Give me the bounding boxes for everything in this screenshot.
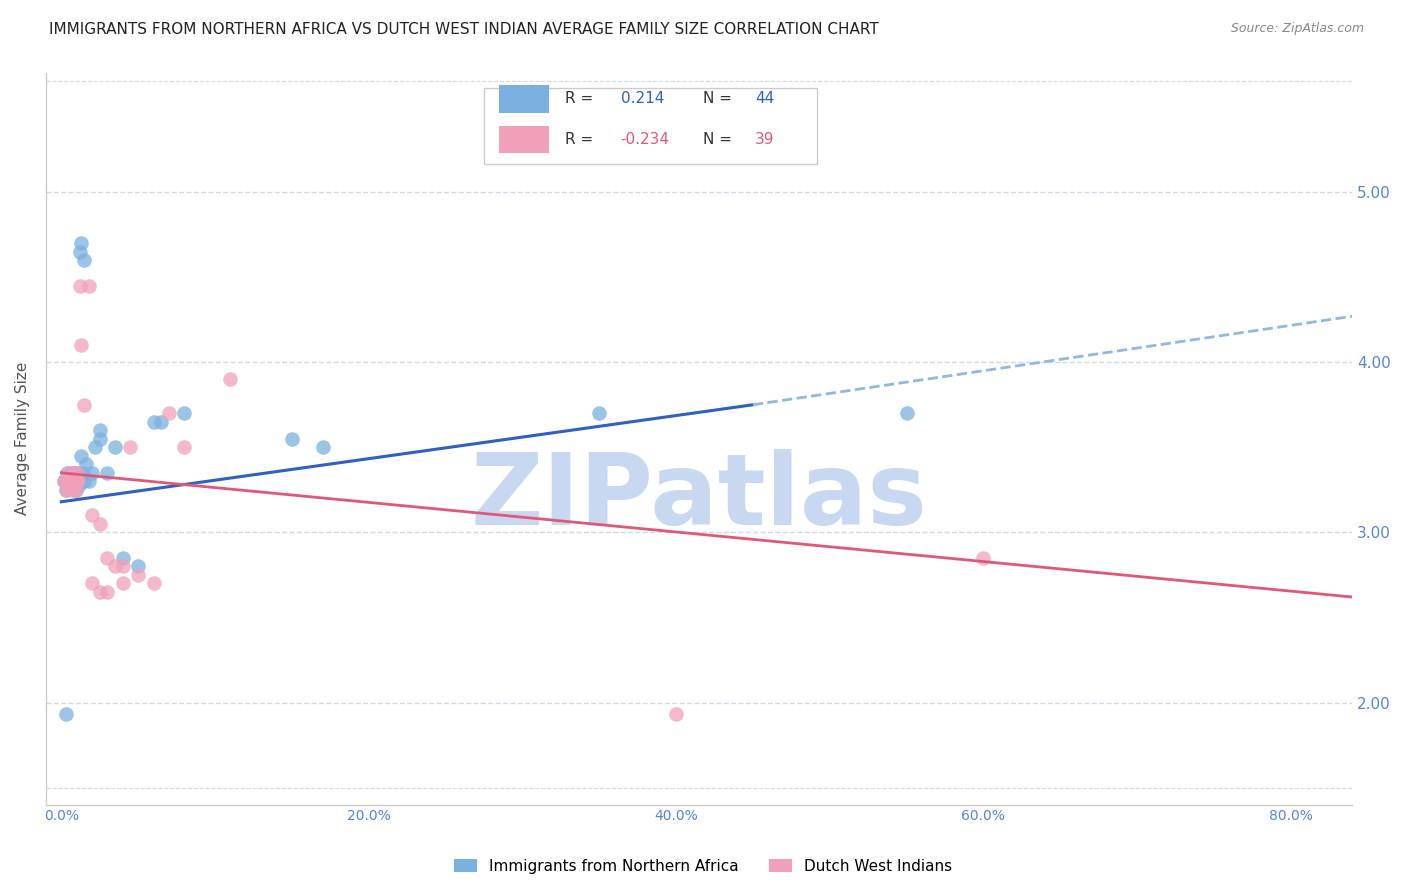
Point (89, 423, 111, 437)
Point (72, 466, 94, 480)
Point (142, 415, 165, 429)
Point (96, 466, 118, 480)
Point (111, 576, 134, 591)
Point (67, 475, 90, 489)
Text: 39: 39 (755, 132, 775, 147)
Point (66, 475, 89, 489)
Point (104, 440, 127, 454)
Point (60, 475, 83, 489)
Point (69, 278, 91, 293)
Point (111, 550, 134, 565)
Text: 0.214: 0.214 (620, 92, 664, 106)
Point (62, 477, 84, 491)
Point (66, 466, 89, 480)
Point (66, 475, 89, 489)
Point (173, 406, 195, 420)
Point (972, 550, 994, 565)
Point (67, 475, 90, 489)
Bar (499, 85, 548, 113)
Point (60, 466, 83, 480)
Point (58, 466, 80, 480)
Text: N =: N = (703, 132, 733, 147)
Point (104, 559, 127, 574)
Text: ZIPatlas: ZIPatlas (471, 449, 928, 546)
Point (60, 483, 83, 497)
Point (55, 483, 77, 497)
Point (70, 338, 93, 352)
Text: R =: R = (565, 92, 593, 106)
Point (77, 475, 100, 489)
Point (59, 477, 82, 491)
Text: Source: ZipAtlas.com: Source: ZipAtlas.com (1230, 22, 1364, 36)
Point (173, 440, 195, 454)
Point (127, 559, 149, 574)
Point (56, 466, 79, 480)
Point (89, 432, 111, 446)
Point (75, 458, 97, 472)
Point (111, 559, 134, 574)
Point (89, 516, 111, 531)
Legend: Immigrants from Northern Africa, Dutch West Indians: Immigrants from Northern Africa, Dutch W… (447, 853, 959, 880)
Point (157, 406, 180, 420)
Point (53, 475, 76, 489)
Point (665, 707, 688, 722)
Point (55, 483, 77, 497)
Point (311, 440, 333, 454)
Point (80, 466, 103, 480)
Point (219, 372, 242, 386)
Text: R =: R = (565, 132, 593, 147)
Point (62, 477, 84, 491)
Text: IMMIGRANTS FROM NORTHERN AFRICA VS DUTCH WEST INDIAN AVERAGE FAMILY SIZE CORRELA: IMMIGRANTS FROM NORTHERN AFRICA VS DUTCH… (49, 22, 879, 37)
Point (73, 253, 96, 268)
Bar (499, 126, 548, 153)
Point (59, 475, 82, 489)
Point (127, 568, 149, 582)
Point (70, 236, 93, 251)
Point (96, 550, 118, 565)
Point (89, 585, 111, 599)
Point (63, 475, 86, 489)
Text: -0.234: -0.234 (620, 132, 669, 147)
Point (150, 415, 173, 429)
Point (80, 508, 103, 523)
Point (66, 466, 89, 480)
Point (58, 475, 80, 489)
Point (63, 466, 86, 480)
Point (62, 475, 84, 489)
Point (588, 406, 610, 420)
Point (80, 576, 103, 591)
Bar (484, 87, 817, 164)
Point (69, 471, 91, 485)
Point (73, 398, 96, 412)
Point (69, 244, 91, 259)
Point (59, 471, 82, 485)
Point (84, 440, 107, 454)
Point (73, 475, 96, 489)
Y-axis label: Average Family Size: Average Family Size (15, 362, 30, 516)
Point (53, 475, 76, 489)
Point (120, 440, 142, 454)
Text: 44: 44 (755, 92, 775, 106)
Point (60, 471, 83, 485)
Point (77, 278, 100, 293)
Point (142, 576, 165, 591)
Point (67, 477, 90, 491)
Point (281, 432, 304, 446)
Point (55, 475, 77, 489)
Point (896, 406, 918, 420)
Point (56, 477, 79, 491)
Point (55, 707, 77, 722)
Point (58, 475, 80, 489)
Point (70, 449, 93, 463)
Point (55, 475, 77, 489)
Point (63, 475, 86, 489)
Point (65, 483, 87, 497)
Point (59, 475, 82, 489)
Point (58, 477, 80, 491)
Point (96, 585, 118, 599)
Point (62, 475, 84, 489)
Point (65, 483, 87, 497)
Text: N =: N = (703, 92, 733, 106)
Point (63, 466, 86, 480)
